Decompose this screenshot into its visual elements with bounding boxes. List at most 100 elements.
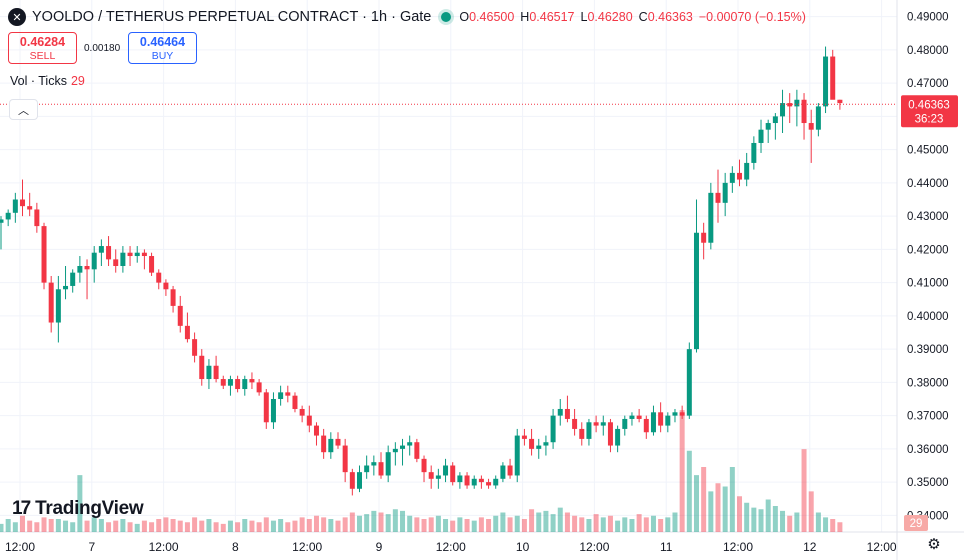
candle-body[interactable] — [400, 445, 406, 449]
candle-body[interactable] — [765, 123, 771, 130]
candle-body[interactable] — [478, 478, 484, 483]
candle-body[interactable] — [443, 465, 449, 476]
candle-body[interactable] — [486, 482, 492, 486]
candle-body[interactable] — [428, 472, 434, 479]
candle-body[interactable] — [20, 199, 26, 207]
candle-body[interactable] — [586, 422, 592, 439]
candle-body[interactable] — [77, 266, 83, 273]
candle-body[interactable] — [256, 382, 262, 393]
candle-body[interactable] — [206, 365, 212, 380]
candle-body[interactable] — [464, 475, 470, 486]
candle-body[interactable] — [48, 282, 54, 323]
candle-body[interactable] — [529, 438, 535, 449]
candle-body[interactable] — [543, 442, 549, 446]
candle-body[interactable] — [722, 182, 728, 203]
candle-body[interactable] — [392, 448, 398, 453]
candle-body[interactable] — [830, 56, 836, 100]
candle-body[interactable] — [321, 435, 327, 453]
candle-body[interactable] — [170, 289, 176, 306]
tradingview-logo[interactable]: 17 TradingView — [12, 498, 144, 520]
candle-body[interactable] — [564, 408, 570, 419]
candle-body[interactable] — [349, 472, 355, 489]
candle-body[interactable] — [622, 418, 628, 429]
candle-body[interactable] — [701, 232, 707, 243]
candle-body[interactable] — [192, 339, 198, 356]
candle-body[interactable] — [235, 379, 241, 390]
candle-body[interactable] — [744, 162, 750, 180]
candle-body[interactable] — [249, 379, 255, 383]
candle-body[interactable] — [299, 408, 305, 416]
candle-body[interactable] — [636, 415, 642, 419]
candle-body[interactable] — [213, 365, 219, 380]
candle-body[interactable] — [342, 445, 348, 473]
candle-body[interactable] — [758, 129, 764, 143]
candle-body[interactable] — [435, 475, 441, 479]
candle-body[interactable] — [149, 256, 155, 273]
candle-body[interactable] — [113, 259, 119, 266]
candle-body[interactable] — [378, 462, 384, 476]
candle-body[interactable] — [278, 392, 284, 399]
candle-body[interactable] — [729, 172, 735, 183]
candle-body[interactable] — [593, 422, 599, 426]
candle-body[interactable] — [313, 425, 319, 436]
candle-body[interactable] — [84, 266, 90, 270]
candle-body[interactable] — [607, 422, 613, 446]
candle-body[interactable] — [156, 272, 162, 283]
candle-body[interactable] — [134, 252, 140, 257]
candle-body[interactable] — [507, 465, 513, 476]
candle-body[interactable] — [708, 192, 714, 243]
candle-body[interactable] — [557, 408, 563, 416]
candle-body[interactable] — [521, 435, 527, 439]
candle-body[interactable] — [751, 142, 757, 163]
candle-body[interactable] — [823, 56, 829, 107]
candle-body[interactable] — [457, 475, 463, 483]
candle-body[interactable] — [672, 412, 678, 416]
candle-body[interactable] — [292, 395, 298, 409]
candle-body[interactable] — [808, 123, 814, 130]
candle-body[interactable] — [199, 355, 205, 380]
symbol-title[interactable]: YOOLDO / TETHERUS PERPETUAL CONTRACT · 1… — [32, 9, 432, 25]
candle-body[interactable] — [780, 103, 786, 117]
candle-body[interactable] — [63, 285, 69, 290]
candle-body[interactable] — [34, 209, 40, 227]
candle-body[interactable] — [364, 465, 370, 473]
gear-icon[interactable]: ⚙ — [927, 536, 941, 553]
candle-body[interactable] — [242, 379, 248, 390]
candle-body[interactable] — [127, 252, 133, 257]
candle-body[interactable] — [772, 116, 778, 124]
candle-body[interactable] — [615, 428, 621, 446]
candle-body[interactable] — [815, 106, 821, 130]
candle-body[interactable] — [600, 422, 606, 426]
candle-body[interactable] — [450, 465, 456, 483]
candle-body[interactable] — [184, 325, 190, 340]
collapse-legend-button[interactable]: ︿ — [9, 99, 38, 120]
candle-body[interactable] — [220, 379, 226, 386]
candle-body[interactable] — [650, 412, 656, 433]
candle-body[interactable] — [837, 99, 843, 104]
candle-body[interactable] — [270, 399, 276, 423]
candle-body[interactable] — [679, 412, 685, 416]
candle-body[interactable] — [414, 442, 420, 459]
candle-body[interactable] — [686, 349, 692, 416]
candle-body[interactable] — [536, 445, 542, 449]
candle-body[interactable] — [493, 478, 499, 486]
candle-body[interactable] — [572, 418, 578, 429]
candle-body[interactable] — [550, 415, 556, 443]
candle-body[interactable] — [27, 206, 33, 210]
candle-body[interactable] — [500, 465, 506, 479]
candle-body[interactable] — [514, 435, 520, 476]
candle-body[interactable] — [693, 232, 699, 350]
candle-body[interactable] — [5, 212, 11, 220]
candle-body[interactable] — [737, 172, 743, 180]
candle-body[interactable] — [306, 415, 312, 426]
candle-body[interactable] — [658, 412, 664, 426]
candle-body[interactable] — [106, 246, 112, 260]
candle-body[interactable] — [801, 99, 807, 124]
candle-body[interactable] — [177, 305, 183, 326]
candle-body[interactable] — [335, 438, 341, 446]
candle-body[interactable] — [665, 415, 671, 426]
candle-body[interactable] — [263, 392, 269, 423]
candle-body[interactable] — [91, 252, 97, 270]
candle-body[interactable] — [407, 442, 413, 446]
